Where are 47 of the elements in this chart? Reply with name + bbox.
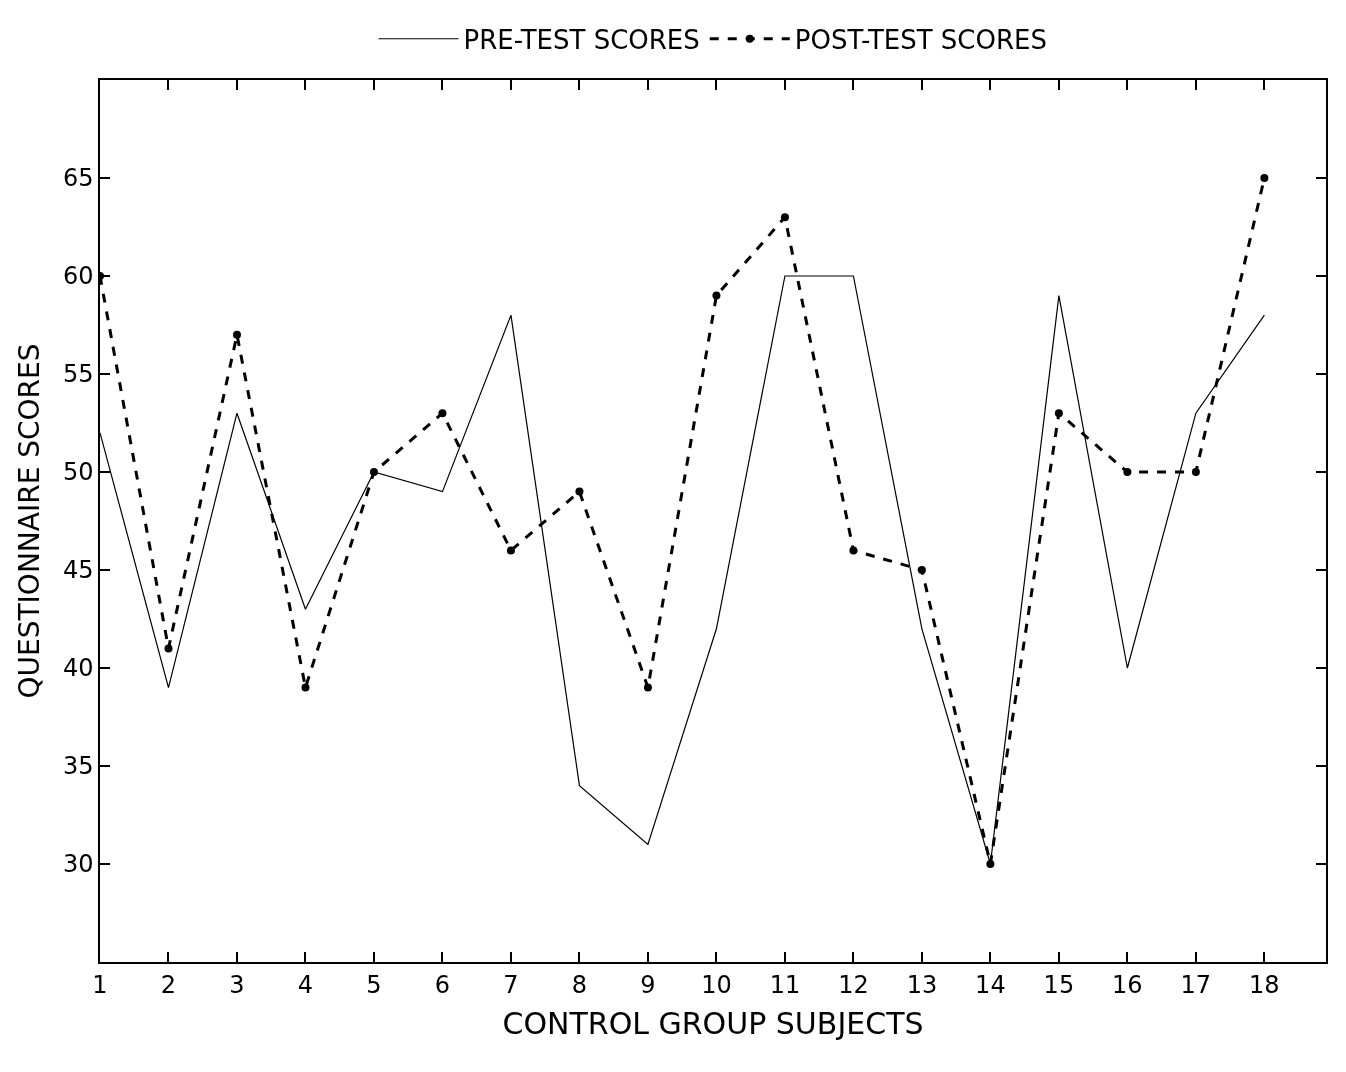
legend-label: PRE-TEST SCORES	[463, 24, 700, 55]
x-tick-label: 9	[640, 970, 656, 999]
x-tick-label: 6	[434, 970, 451, 999]
x-tick-label: 14	[975, 970, 1006, 999]
x-tick-label: 18	[1249, 970, 1280, 999]
x-tick-label: 11	[769, 970, 801, 999]
x-tick-label: 15	[1043, 970, 1075, 999]
point	[849, 546, 858, 555]
x-tick-label: 4	[297, 970, 314, 999]
point	[917, 566, 926, 574]
point	[1054, 409, 1063, 418]
y-tick-label: 30	[62, 850, 94, 879]
y-axis-title: QUESTIONNAIRE SCORES	[13, 343, 47, 699]
y-tick-label: 45	[62, 556, 94, 585]
y-tick-label: 55	[62, 360, 94, 389]
x-tick-label: 16	[1112, 970, 1143, 999]
x-tick-label: 12	[838, 970, 869, 999]
x-axis-title: CONTROL GROUP SUBJECTS	[502, 1005, 924, 1041]
point	[780, 213, 789, 222]
x-tick-label: 5	[366, 970, 382, 999]
x-tick-label: 13	[906, 970, 938, 999]
point	[438, 409, 447, 418]
y-tick-label: 60	[62, 262, 94, 291]
point	[301, 683, 310, 692]
point	[986, 860, 995, 868]
point	[575, 487, 584, 496]
point	[1191, 468, 1200, 476]
point	[506, 546, 515, 555]
point	[712, 291, 721, 300]
x-tick-label: 2	[160, 970, 177, 999]
legend-label: POST-TEST SCORES	[794, 24, 1047, 55]
point	[369, 468, 378, 476]
y-tick-label: 40	[62, 654, 94, 683]
y-tick-label: 50	[62, 458, 94, 487]
x-tick-label: 10	[701, 970, 732, 999]
point	[1260, 174, 1269, 182]
y-tick-label: 35	[62, 752, 94, 781]
x-tick-label: 8	[571, 970, 588, 999]
point	[164, 644, 173, 653]
y-tick-label: 65	[62, 164, 94, 193]
point	[232, 330, 241, 339]
point	[643, 683, 652, 692]
x-tick-label: 17	[1180, 970, 1212, 999]
x-tick-label: 7	[503, 970, 519, 999]
point	[1123, 468, 1132, 476]
x-tick-label: 1	[92, 970, 108, 999]
x-tick-label: 3	[229, 970, 245, 999]
